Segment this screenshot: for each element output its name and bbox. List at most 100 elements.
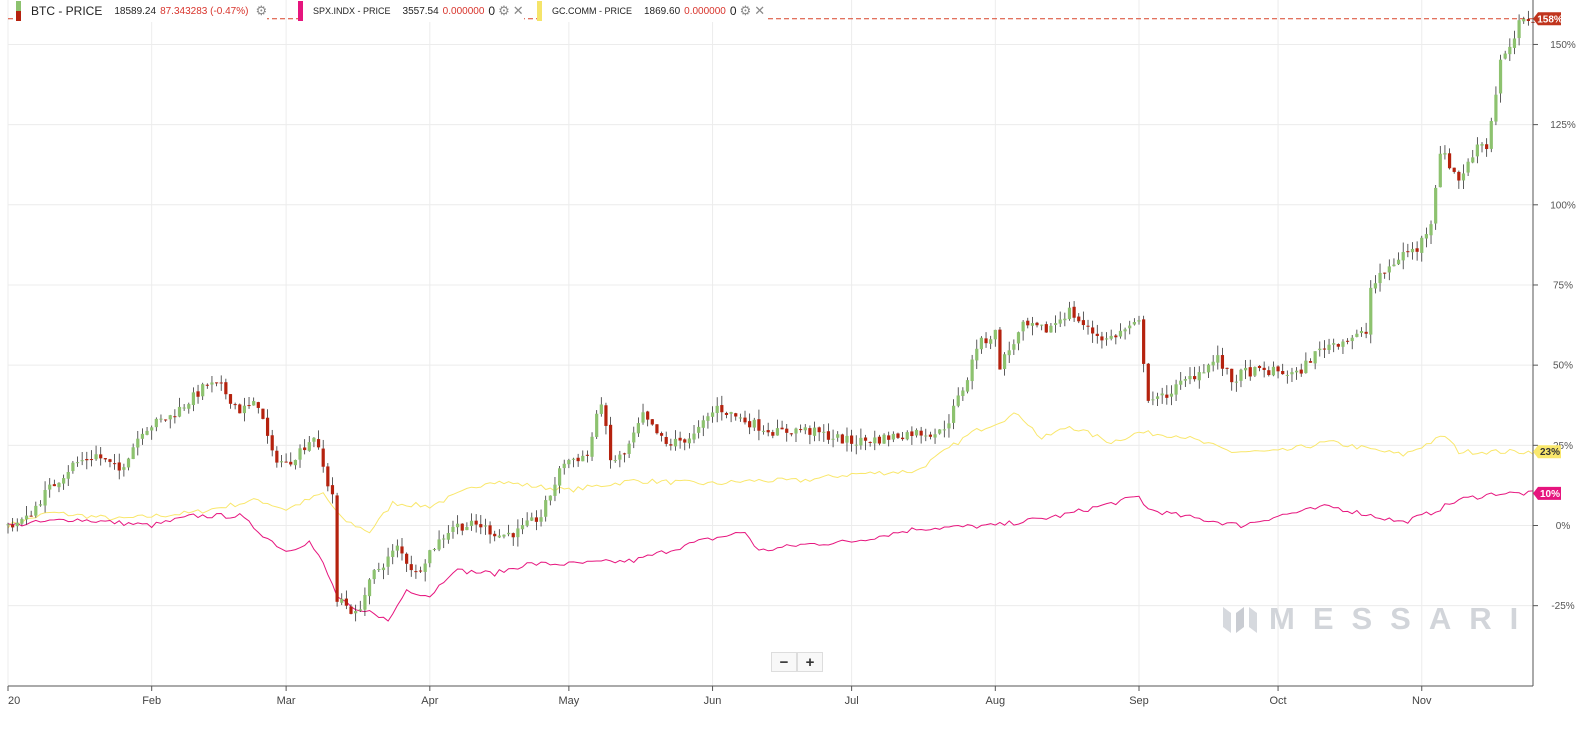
btc-candle: [1188, 367, 1192, 385]
btc-candle: [1332, 338, 1336, 353]
btc-candle: [956, 387, 960, 408]
candle-body: [66, 471, 70, 479]
btc-candle: [678, 431, 682, 449]
candle-body: [1498, 59, 1503, 94]
btc-candle: [840, 433, 844, 444]
candle-body: [187, 404, 191, 409]
btc-candle: [1359, 327, 1364, 337]
candle-body: [154, 418, 158, 428]
btc-candle: [516, 519, 520, 547]
gc-series-name: GC.COMM - PRICE: [552, 6, 632, 16]
zoom-out-button[interactable]: −: [771, 652, 797, 672]
btc-candle: [377, 562, 381, 573]
btc-candle: [493, 530, 497, 542]
btc-candle: [1350, 335, 1354, 350]
candle-body: [326, 466, 330, 487]
btc-candle: [562, 459, 566, 475]
btc-candle: [446, 525, 450, 544]
btc-candle: [1040, 324, 1044, 331]
zoom-in-button[interactable]: +: [797, 652, 823, 672]
spx-line: [7, 490, 1534, 622]
btc-candle: [567, 458, 571, 469]
btc-candle: [316, 430, 321, 450]
candle-body: [1016, 332, 1021, 344]
close-icon[interactable]: ✕: [754, 3, 766, 18]
btc-candle: [1257, 365, 1262, 372]
candle-body: [905, 432, 909, 440]
btc-candle: [938, 429, 942, 435]
legend-gc[interactable]: GC.COMM - PRICE 1869.60 0.000000 0 ⚙ ✕: [537, 0, 766, 22]
btc-candle: [1276, 365, 1280, 379]
candle-body: [451, 526, 455, 532]
gear-icon[interactable]: ⚙: [739, 3, 752, 18]
candle-body: [1253, 366, 1257, 376]
btc-candle: [1355, 329, 1359, 338]
btc-candle: [1383, 272, 1387, 279]
candle-body: [910, 431, 914, 437]
candle-body: [1271, 366, 1276, 376]
gear-icon[interactable]: ⚙: [255, 3, 268, 18]
candle-body: [247, 405, 251, 407]
candle-body: [1276, 366, 1280, 372]
btc-candle: [103, 458, 107, 463]
gear-icon[interactable]: ⚙: [498, 3, 510, 18]
candle-body: [340, 598, 344, 603]
candle-body: [1128, 325, 1132, 329]
btc-candle: [734, 412, 738, 421]
btc-candle: [442, 534, 446, 549]
btc-candle: [975, 339, 979, 370]
btc-candle: [122, 463, 126, 477]
btc-candle: [803, 424, 807, 435]
candle-body: [1146, 363, 1150, 401]
btc-candle: [534, 510, 539, 531]
btc-candle: [655, 424, 659, 435]
candle-body: [1290, 372, 1294, 375]
btc-candle: [1410, 242, 1415, 260]
btc-candle: [1489, 117, 1493, 153]
btc-candle: [1466, 158, 1470, 177]
btc-candle: [1457, 170, 1461, 189]
candle-body: [1429, 224, 1433, 236]
btc-candle: [775, 419, 780, 436]
btc-candle: [1267, 366, 1271, 377]
btc-candle: [15, 518, 19, 532]
candle-body: [233, 404, 237, 406]
btc-candle: [1262, 361, 1266, 378]
btc-candle: [780, 420, 784, 430]
btc-candle: [354, 604, 358, 622]
candle-body: [919, 430, 923, 436]
candle-body: [729, 412, 733, 414]
candle-body: [428, 550, 432, 564]
btc-candle: [293, 459, 297, 470]
candle-body: [1021, 321, 1025, 332]
btc-candle: [715, 397, 719, 423]
btc-candle: [928, 431, 933, 440]
candle-body: [757, 419, 761, 431]
candle-body: [673, 438, 678, 447]
btc-candle: [1475, 137, 1479, 164]
candle-body: [117, 462, 121, 471]
candle-body: [1035, 322, 1039, 326]
spx-end-label-text: 10%: [1540, 489, 1560, 500]
candle-body: [627, 443, 631, 454]
candle-body: [1461, 173, 1466, 181]
legend-spx[interactable]: SPX.INDX - PRICE 3557.54 0.000000 0 ⚙ ✕: [298, 0, 524, 22]
btc-candle: [469, 513, 474, 531]
btc-candle: [627, 440, 631, 459]
candle-body: [1494, 94, 1498, 122]
candle-body: [1049, 325, 1053, 333]
btc-candle: [1378, 263, 1382, 292]
btc-candle: [557, 466, 562, 494]
candle-body: [748, 421, 752, 428]
candle-body: [168, 415, 172, 420]
btc-candle: [1067, 301, 1072, 321]
legend-btc[interactable]: BTC - PRICE 18589.24 87.343283 (-0.47%) …: [16, 0, 268, 22]
close-icon[interactable]: ✕: [512, 3, 524, 18]
candle-body: [456, 523, 460, 528]
spx-end-label: 10%: [1533, 486, 1561, 500]
btc-candle: [168, 414, 172, 429]
candle-body: [724, 412, 729, 415]
candle-body: [826, 431, 831, 440]
btc-candle: [632, 426, 636, 449]
btc-candle: [1202, 364, 1206, 374]
